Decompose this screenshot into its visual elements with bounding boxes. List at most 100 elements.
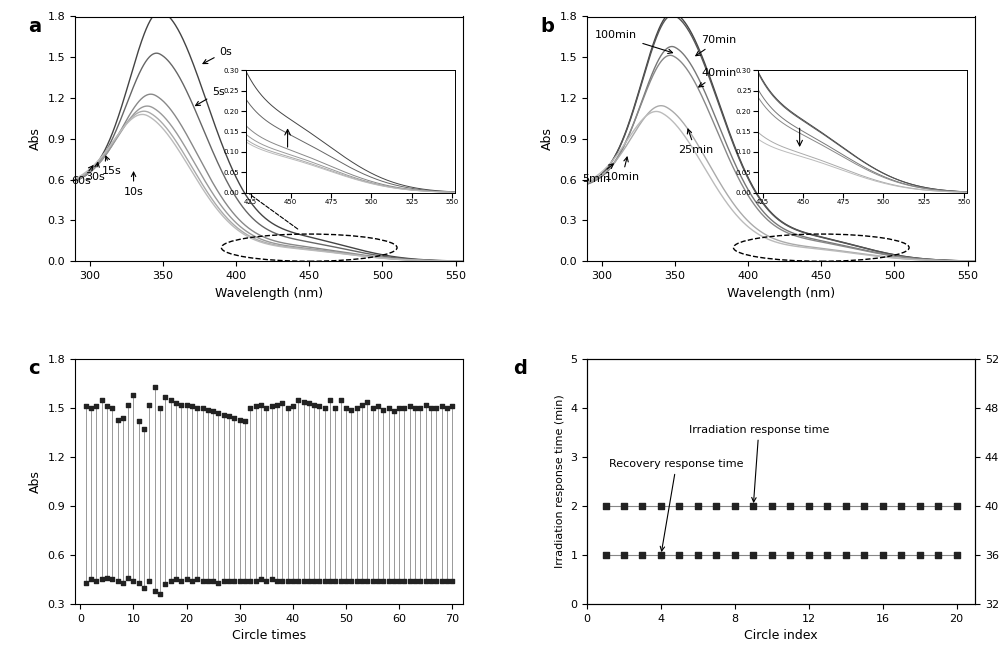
Point: [163, 395, 179, 405]
Point: [386, 576, 402, 586]
Point: [141, 399, 157, 410]
Point: [912, 501, 928, 512]
Point: [375, 405, 391, 415]
Point: [949, 550, 965, 560]
Point: [708, 501, 724, 512]
Text: 70min: 70min: [696, 35, 736, 55]
Point: [407, 576, 423, 586]
Y-axis label: Abs: Abs: [541, 127, 554, 150]
Point: [157, 391, 173, 402]
Y-axis label: Irradiation response time (min): Irradiation response time (min): [555, 395, 565, 568]
Point: [343, 576, 359, 586]
Point: [653, 550, 669, 560]
X-axis label: Circle times: Circle times: [232, 629, 306, 642]
Point: [418, 399, 434, 410]
Point: [115, 412, 131, 423]
Point: [248, 401, 264, 412]
Point: [210, 408, 226, 418]
Point: [598, 550, 614, 560]
Point: [616, 501, 632, 512]
Point: [248, 576, 264, 586]
Point: [434, 576, 450, 586]
Point: [327, 403, 343, 413]
Text: 100min: 100min: [595, 30, 673, 53]
Point: [125, 390, 141, 401]
Point: [381, 403, 397, 413]
Point: [423, 576, 439, 586]
Point: [110, 576, 126, 586]
Point: [94, 574, 110, 585]
Point: [912, 550, 928, 560]
Point: [428, 576, 444, 586]
Point: [136, 424, 152, 434]
Text: 30s: 30s: [86, 162, 105, 182]
Point: [338, 403, 354, 413]
Point: [173, 576, 189, 586]
Point: [343, 405, 359, 415]
Point: [396, 403, 412, 413]
Point: [690, 501, 706, 512]
Point: [83, 574, 99, 585]
Point: [838, 501, 854, 512]
Point: [875, 550, 891, 560]
Point: [893, 550, 909, 560]
Point: [634, 501, 650, 512]
Point: [274, 398, 290, 409]
Point: [322, 576, 338, 586]
Point: [745, 550, 761, 560]
Point: [727, 501, 743, 512]
Text: 60s: 60s: [71, 166, 93, 185]
Text: b: b: [541, 16, 554, 36]
Point: [120, 399, 136, 410]
Point: [120, 572, 136, 583]
Point: [354, 399, 370, 410]
Point: [412, 576, 428, 586]
Point: [428, 403, 444, 413]
Point: [616, 550, 632, 560]
Point: [280, 576, 296, 586]
Point: [671, 550, 687, 560]
Point: [317, 403, 333, 413]
Point: [949, 501, 965, 512]
Point: [782, 550, 798, 560]
Point: [311, 576, 327, 586]
Text: 40min: 40min: [699, 69, 736, 87]
Point: [856, 501, 872, 512]
Point: [147, 381, 163, 392]
Text: 10s: 10s: [124, 172, 143, 197]
Point: [258, 576, 274, 586]
Point: [745, 501, 761, 512]
Point: [94, 395, 110, 405]
Point: [764, 550, 780, 560]
Point: [221, 576, 237, 586]
Point: [333, 576, 349, 586]
Point: [402, 401, 418, 412]
Point: [210, 578, 226, 588]
Point: [764, 501, 780, 512]
Point: [801, 501, 817, 512]
Point: [439, 403, 455, 413]
Text: Irradiation response time: Irradiation response time: [689, 424, 829, 502]
Point: [99, 401, 115, 412]
Point: [168, 398, 184, 409]
Point: [189, 403, 205, 413]
Point: [930, 501, 946, 512]
Text: 15s: 15s: [102, 156, 121, 176]
Point: [349, 403, 365, 413]
Point: [179, 399, 195, 410]
Point: [370, 401, 386, 412]
Point: [354, 576, 370, 586]
Text: 5min: 5min: [582, 164, 613, 183]
Point: [104, 574, 120, 585]
Point: [439, 576, 455, 586]
Point: [285, 576, 301, 586]
Point: [184, 576, 200, 586]
Point: [444, 576, 460, 586]
Point: [200, 576, 216, 586]
Point: [893, 501, 909, 512]
Point: [370, 576, 386, 586]
Point: [306, 576, 322, 586]
Point: [269, 576, 285, 586]
Point: [195, 403, 211, 413]
Point: [232, 576, 248, 586]
